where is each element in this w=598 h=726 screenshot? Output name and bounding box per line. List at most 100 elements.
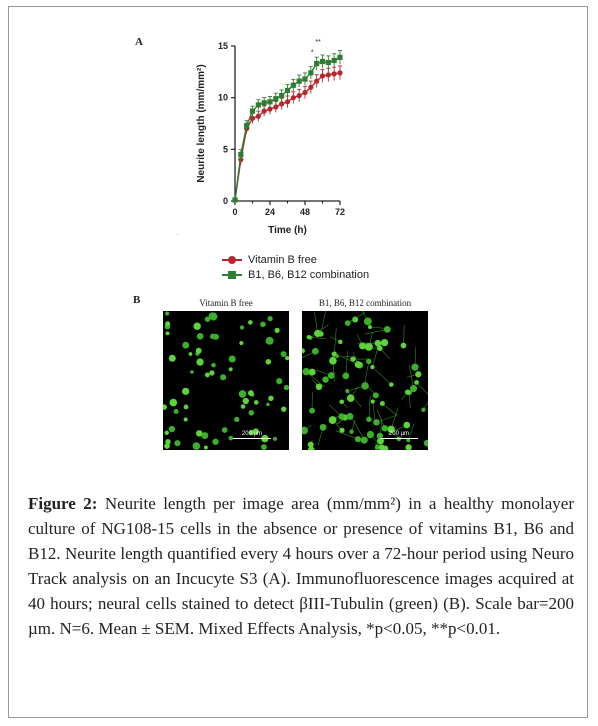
cell-body (350, 356, 356, 362)
data-point (232, 197, 238, 203)
cell-body (273, 436, 277, 441)
cell-body (361, 382, 369, 390)
cell-body (306, 334, 311, 340)
neurite (387, 424, 407, 435)
neurite (347, 390, 362, 408)
data-point (249, 115, 256, 121)
cell-body (328, 416, 337, 425)
cell-body (220, 374, 227, 381)
neurite (320, 311, 326, 335)
cell-body (372, 392, 379, 399)
data-point (244, 122, 250, 129)
cell-body (182, 341, 190, 349)
data-point (267, 99, 273, 105)
cell-body (265, 336, 274, 345)
cell-body (196, 332, 204, 340)
cell-body (204, 372, 210, 378)
cell-body (182, 387, 190, 395)
cell-body (285, 356, 289, 361)
cell-body (346, 412, 354, 420)
cell-body (283, 384, 289, 391)
data-point (255, 113, 261, 119)
cell-body (370, 364, 375, 370)
scale-bar-label: 200 µm (388, 431, 410, 437)
cell-body (183, 404, 189, 410)
cell-body (211, 362, 216, 368)
cell-body (268, 395, 274, 401)
cell-body (164, 430, 169, 436)
cell-body (308, 368, 316, 376)
cell-body (366, 358, 372, 365)
cell-body (163, 404, 168, 410)
series-combination (232, 50, 343, 203)
neurite (337, 355, 356, 358)
cell-body (228, 367, 233, 372)
caption-label: Figure 2: (28, 494, 98, 513)
cell-body (352, 316, 359, 323)
neurite (364, 361, 370, 386)
neurite-length-chart: 0 5 10 15 0 24 48 72 Time (h) Neurite length (mm/… (196, 39, 345, 236)
cell-body (260, 321, 266, 328)
y-tick-label: 10 (218, 93, 228, 103)
cell-body (248, 320, 253, 325)
data-point (290, 95, 296, 101)
legend-item-combination: B1, B6, B12 combination (222, 267, 369, 282)
cell-body (376, 432, 384, 440)
cell-body (364, 342, 373, 351)
cell-body (193, 322, 201, 330)
y-tick-label: 5 (223, 144, 228, 154)
cell-body (379, 401, 385, 407)
cell-body (302, 348, 305, 354)
image-title-combination: B1, B6, B12 combination (318, 298, 412, 308)
x-tick-label: 48 (300, 207, 310, 217)
cell-body (238, 390, 247, 398)
cell-body (338, 413, 345, 420)
cell-body (345, 389, 350, 394)
y-tick-label: 0 (223, 196, 228, 206)
cell-body (265, 359, 272, 365)
cell-body (164, 443, 170, 449)
x-tick-label: 0 (232, 207, 237, 217)
cell-body (165, 311, 170, 316)
cell-body (240, 404, 246, 409)
figure-frame (8, 6, 588, 718)
data-point (249, 108, 256, 114)
neurite (403, 324, 405, 346)
legend-item-vitamin-b-free: Vitamin B free (222, 252, 369, 267)
cell-body (266, 402, 270, 407)
cell-body (374, 339, 382, 347)
cell-body (239, 341, 244, 346)
cell-body (195, 430, 203, 437)
data-point (319, 73, 326, 79)
cell-body (329, 356, 337, 365)
data-point (308, 70, 314, 76)
data-point (331, 57, 337, 64)
cell-body (318, 331, 324, 337)
neurite (376, 414, 399, 423)
data-point (337, 54, 343, 60)
data-point (331, 71, 337, 77)
scale-bar (380, 438, 418, 439)
cell-body (339, 427, 345, 433)
neurite (408, 392, 411, 409)
data-point (284, 87, 291, 94)
x-tick-label: 72 (335, 207, 345, 217)
neurite (390, 407, 399, 430)
cell-body (322, 376, 329, 383)
cell-body (183, 417, 188, 422)
cell-body (349, 429, 354, 434)
neurite (408, 365, 414, 389)
cell-body (360, 436, 368, 444)
cell-body (212, 333, 220, 340)
cell-body (208, 312, 216, 320)
neurite (336, 430, 359, 440)
cell-body (201, 432, 209, 439)
panel-b-label: B (133, 294, 141, 306)
panel-a-label: A (135, 36, 143, 48)
cell-body (253, 428, 259, 435)
data-point (296, 78, 302, 84)
cell-body (354, 361, 362, 369)
legend-label-combination: B1, B6, B12 combination (248, 268, 370, 281)
neurite (333, 328, 337, 355)
cell-body (174, 440, 181, 447)
